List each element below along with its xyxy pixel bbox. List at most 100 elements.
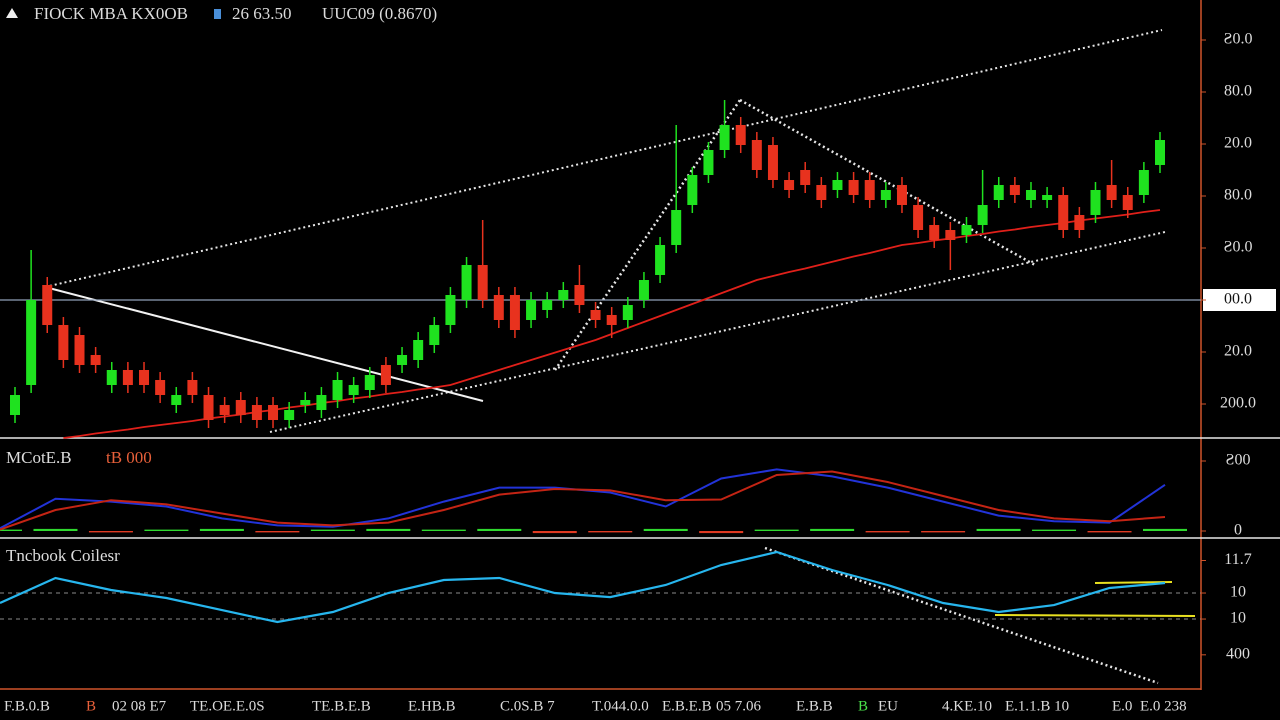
channel-upper: [44, 29, 1163, 288]
candle-body: [1138, 170, 1149, 195]
x-tick-label: E.1.1.B 10: [1005, 698, 1069, 714]
histogram-bar: [33, 528, 78, 531]
candle-body: [606, 315, 617, 325]
candle-body: [751, 140, 762, 170]
candle-body: [1025, 190, 1036, 200]
candle-body: [993, 185, 1004, 200]
candle-body: [655, 245, 666, 275]
candle-body: [1106, 185, 1117, 200]
trendline: [764, 546, 1159, 685]
y-tick-label: 11.7: [1224, 551, 1251, 568]
candle-body: [977, 205, 988, 225]
x-tick-label: 02 08 E7: [112, 698, 167, 714]
histogram-bar: [421, 529, 466, 531]
y-tick-label: 200.0: [1220, 395, 1256, 412]
candle-body: [864, 180, 875, 200]
candle-body: [526, 300, 537, 320]
candle-body: [364, 375, 375, 390]
candle-body: [332, 380, 343, 400]
candle-body: [348, 385, 359, 395]
x-tick-label: 4.KE.10: [942, 698, 992, 714]
histogram-bar: [921, 531, 966, 533]
candle-body: [896, 185, 907, 205]
candle-body: [1090, 190, 1101, 215]
candle-body: [703, 150, 714, 175]
candle-body: [1155, 140, 1165, 165]
candle-body: [493, 295, 504, 320]
histogram-bar: [366, 528, 411, 531]
histogram-bar: [588, 531, 633, 533]
candle-body: [10, 395, 20, 415]
y-tick-label: 80.0: [1224, 187, 1252, 204]
candle-body: [106, 370, 117, 385]
candle-body: [155, 380, 166, 395]
price-box: [1203, 289, 1276, 311]
histogram-bar: [976, 528, 1021, 531]
candle-body: [542, 300, 553, 310]
header-icon: [6, 8, 18, 18]
candle-body: [1074, 215, 1085, 230]
panel-subtitle: tB 000: [106, 448, 152, 467]
price-readout: 26 63.50: [232, 4, 292, 23]
candle-body: [90, 355, 101, 365]
candle-body: [187, 380, 198, 395]
candle-body: [832, 180, 843, 190]
change-readout: UUC09 (0.8670): [322, 4, 437, 23]
level-line: [994, 614, 1196, 617]
x-tick-label: E.B.E.B: [662, 698, 712, 714]
histogram-bar: [1032, 529, 1077, 531]
header-icon: [214, 9, 221, 19]
x-tick-label: TE.B.E.B: [312, 698, 371, 714]
x-tick-label: 05 7.06: [716, 698, 762, 714]
x-tick-label: E.B.B: [796, 698, 833, 714]
candle-body: [1058, 195, 1069, 230]
histogram-bar: [532, 531, 577, 534]
candle-body: [300, 400, 311, 405]
panel-title: Tncbook Coilesr: [6, 546, 120, 565]
x-tick-label: C.0S.B 7: [500, 698, 555, 714]
candle-body: [687, 175, 698, 205]
candle-body: [461, 265, 472, 300]
candle-body: [1042, 195, 1053, 200]
indicator-line: [0, 470, 1166, 531]
candle-body: [880, 190, 891, 200]
histogram-bar: [199, 528, 244, 531]
candle-body: [58, 325, 69, 360]
x-tick-label: EU: [878, 698, 898, 714]
candle-body: [816, 185, 827, 200]
candle-body: [1009, 185, 1020, 195]
y-tick-label: 10: [1230, 610, 1246, 627]
candle-body: [767, 145, 778, 180]
candle-body: [735, 125, 746, 145]
candle-body: [929, 225, 940, 240]
candle-body: [26, 300, 37, 385]
candle-body: [1122, 195, 1133, 210]
candle-body: [235, 400, 246, 415]
y-tick-label: 00.0: [1224, 291, 1252, 308]
x-tick-label: B: [858, 698, 868, 714]
x-tick-label: T.044.0.0: [592, 698, 649, 714]
histogram-bar: [0, 529, 22, 531]
trendline: [739, 98, 1036, 267]
candle-body: [477, 265, 488, 300]
candle-body: [719, 125, 730, 150]
histogram-bar: [255, 531, 300, 533]
candle-body: [268, 405, 279, 420]
histogram-bar: [865, 531, 910, 533]
histogram-bar: [144, 529, 189, 531]
level-line: [1094, 581, 1173, 584]
candle-body: [171, 395, 182, 405]
candle-body: [122, 370, 133, 385]
candle-body: [380, 365, 391, 385]
x-tick-label: E.0: [1112, 698, 1132, 714]
candle-body: [671, 210, 682, 245]
candle-body: [413, 340, 424, 360]
candle-body: [800, 170, 811, 185]
candle-body: [913, 205, 924, 230]
candle-body: [590, 310, 601, 320]
candle-body: [445, 295, 456, 325]
candle-body: [203, 395, 214, 420]
candle-body: [509, 295, 520, 330]
